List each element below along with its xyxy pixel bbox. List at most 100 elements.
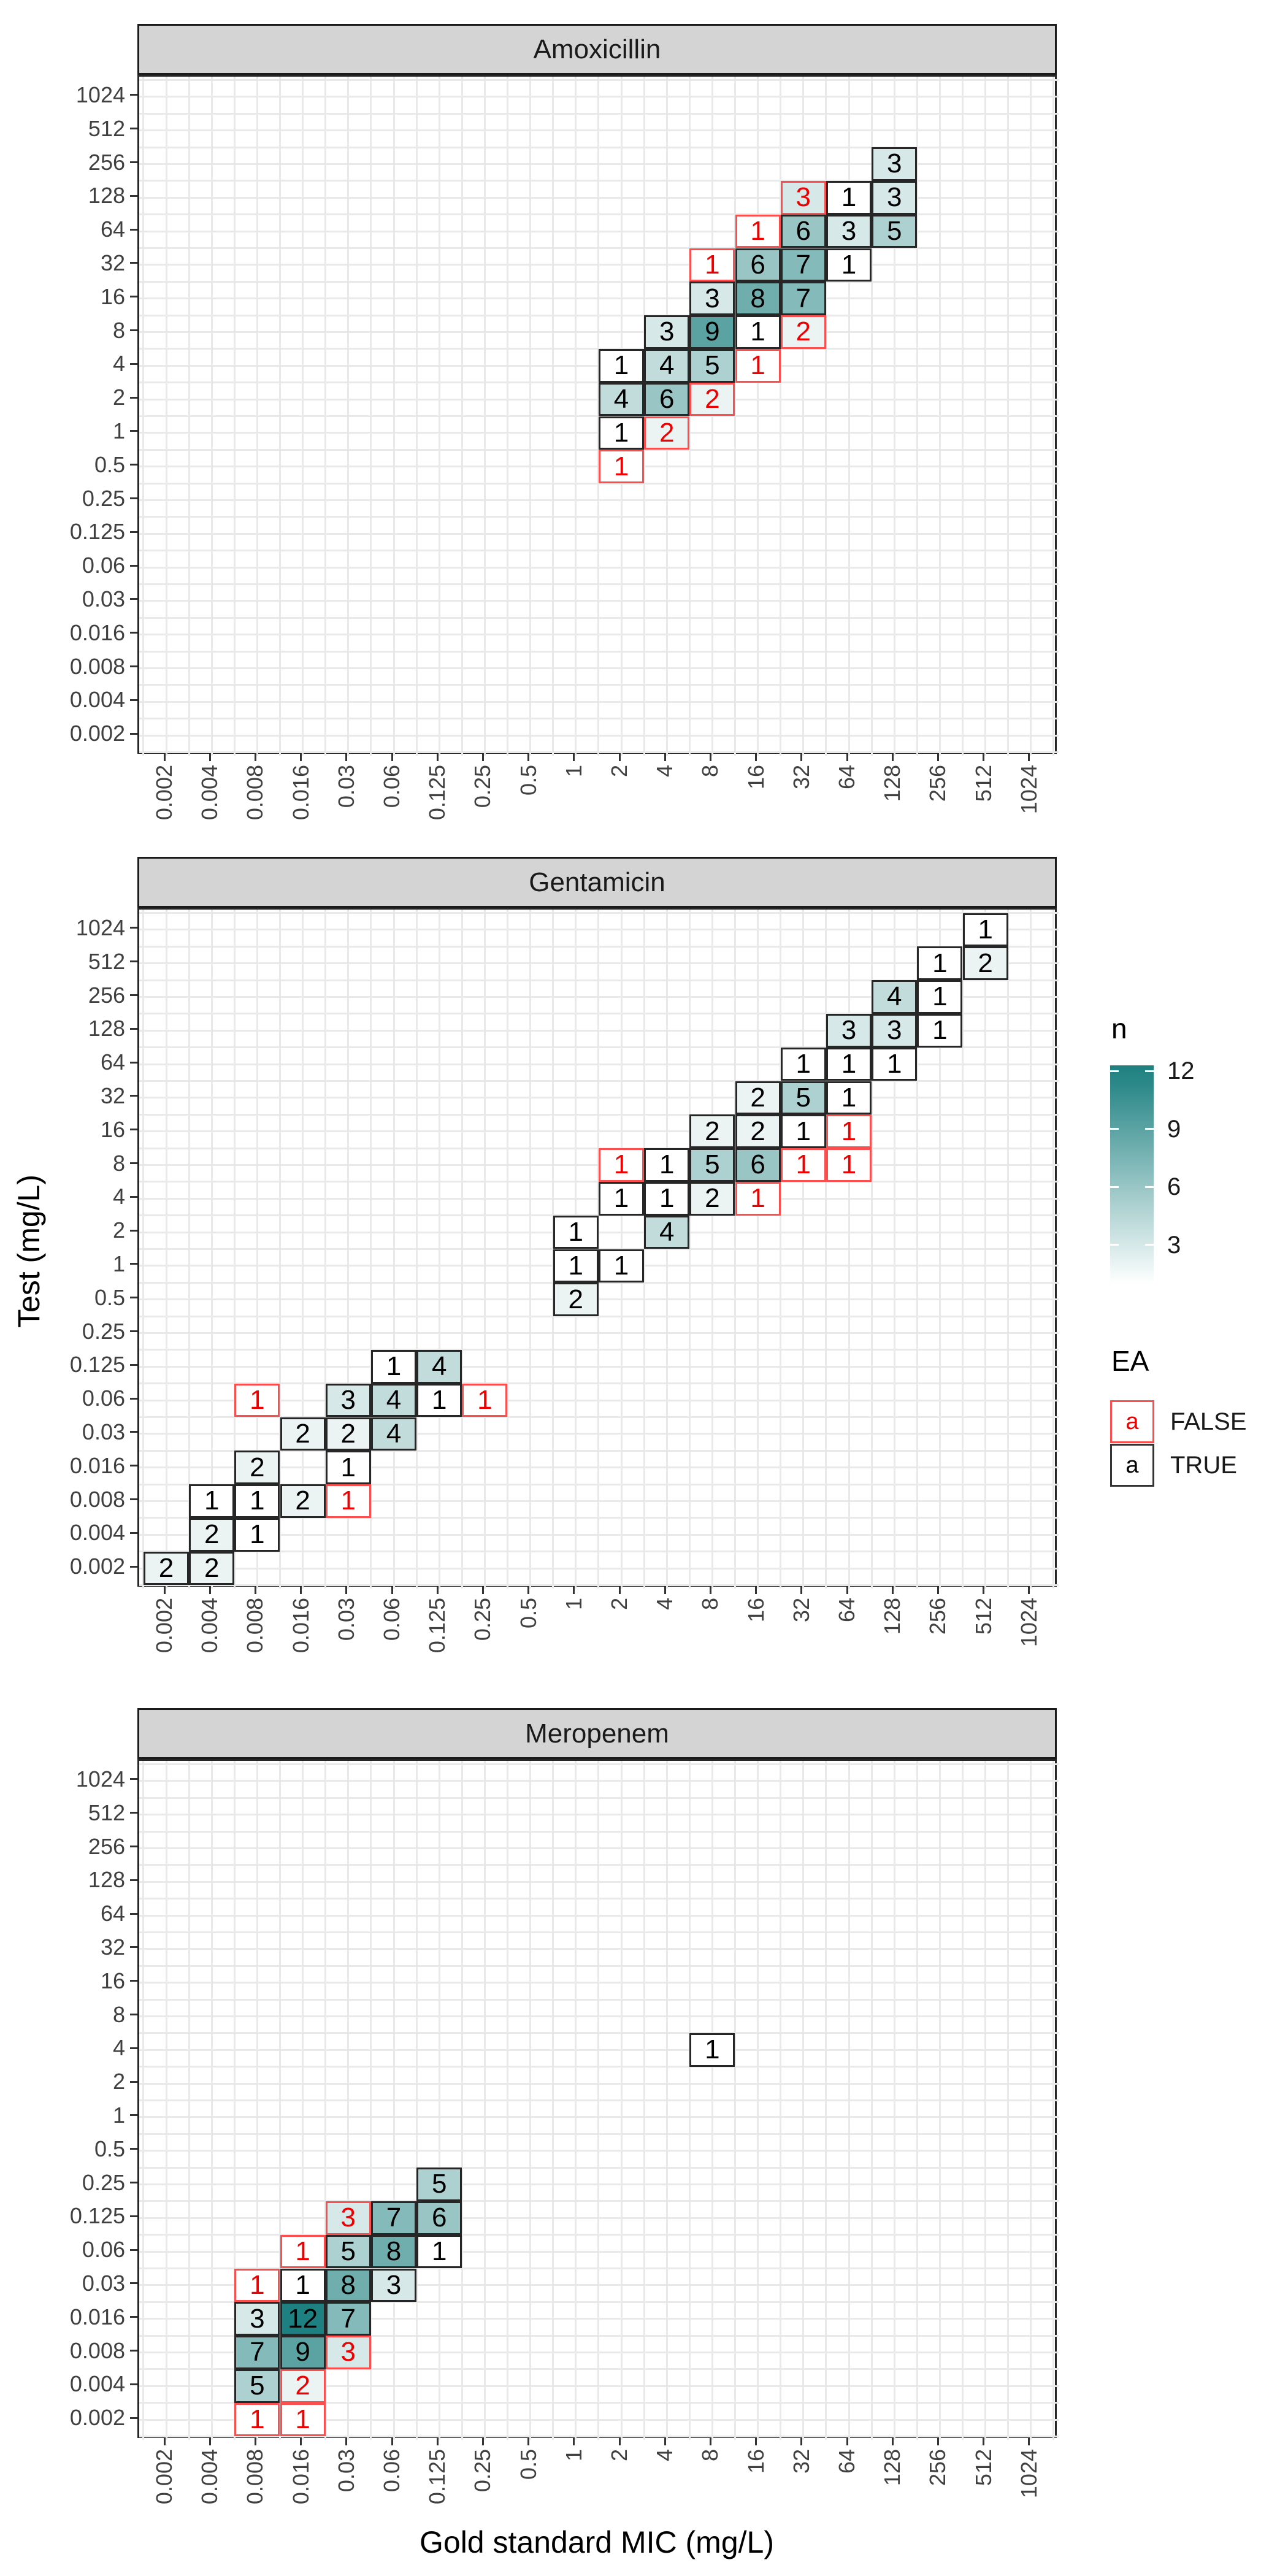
x-tick <box>1028 754 1030 761</box>
x-tick-label: 0.03 <box>333 2449 359 2493</box>
x-tick <box>573 754 575 761</box>
mic-tile: 1 <box>234 2402 280 2437</box>
y-tick <box>130 2215 137 2217</box>
y-tick <box>130 161 137 163</box>
y-tick-label: 256 <box>88 1833 125 1859</box>
y-tick <box>130 960 137 963</box>
x-tick <box>300 754 302 761</box>
colorbar-tick-label: 6 <box>1167 1173 1181 1201</box>
gridline-h <box>139 1349 1059 1351</box>
mic-tile: 7 <box>780 248 826 282</box>
y-tick <box>130 732 137 735</box>
x-tick <box>254 2438 256 2445</box>
mic-tile: 1 <box>189 1484 235 1518</box>
mic-tile: 1 <box>416 2234 462 2269</box>
gridline-h <box>139 1433 1059 1435</box>
y-tick <box>130 497 137 499</box>
mic-tile: 1 <box>735 214 781 248</box>
mic-tile: 6 <box>735 248 781 282</box>
mic-tile: 1 <box>280 2268 326 2302</box>
x-tick <box>891 754 894 761</box>
x-tick-label: 16 <box>743 765 769 790</box>
legend-n-title: n <box>1111 1013 1127 1045</box>
mic-tile: 6 <box>416 2201 462 2235</box>
mic-tile: 1 <box>598 1148 645 1182</box>
x-tick <box>163 2438 166 2445</box>
x-tick <box>618 2438 621 2445</box>
gridline-v <box>938 910 941 1589</box>
y-tick <box>130 1531 137 1534</box>
gridline-h <box>139 2166 1059 2169</box>
gridline-h <box>139 700 1059 703</box>
gridline-v <box>1052 1761 1055 2440</box>
y-tick <box>130 1297 137 1299</box>
gridline-v <box>825 910 827 1589</box>
y-tick-label: 0.004 <box>69 2371 125 2397</box>
gridline-h <box>139 2436 1059 2437</box>
mic-tile: 7 <box>780 282 826 316</box>
gridline-h <box>139 516 1059 518</box>
mic-tile: 5 <box>689 348 735 383</box>
x-tick-label: 0.016 <box>288 765 313 821</box>
y-tick-label: 256 <box>88 149 125 175</box>
x-tick-label: 0.016 <box>288 2449 313 2505</box>
y-tick <box>130 1846 137 1847</box>
x-tick <box>573 1587 575 1594</box>
y-tick-label: 64 <box>100 217 125 242</box>
x-tick-label: 8 <box>697 765 723 778</box>
mic-tile: 9 <box>689 315 735 349</box>
x-tick-label: 32 <box>788 1598 814 1623</box>
y-tick-label: 512 <box>88 115 125 141</box>
x-tick-label: 0.06 <box>379 2449 404 2493</box>
y-tick <box>130 2047 137 2049</box>
y-tick <box>130 1465 137 1467</box>
x-tick-label: 128 <box>880 1598 905 1635</box>
gridline-v <box>962 77 964 756</box>
x-tick-label: 0.002 <box>151 1598 177 1654</box>
mic-tile: 1 <box>826 1114 872 1149</box>
x-tick <box>846 1587 848 1594</box>
mic-tile: 1 <box>416 1383 462 1417</box>
y-tick <box>130 2350 137 2352</box>
gridline-v <box>916 77 918 756</box>
facet-panel: 1 5 3 7 6 1 5 8 1 1 1 8 3 3 12 7 7 9 3 5 2 1 1 <box>137 1759 1059 2440</box>
y-tick <box>130 1263 137 1265</box>
gridline-v <box>711 1761 713 2440</box>
y-tick <box>130 2383 137 2385</box>
mic-tile: 2 <box>280 2369 326 2403</box>
gridline-h <box>139 1517 1059 1519</box>
gridline-v <box>688 910 691 1589</box>
y-tick-label: 0.25 <box>82 1318 125 1344</box>
gridline-h <box>139 550 1059 552</box>
colorbar-tick <box>1145 1128 1154 1130</box>
mic-tile: 1 <box>325 1484 371 1518</box>
y-tick-label: 4 <box>112 2035 125 2061</box>
gridline-h <box>139 566 1059 569</box>
mic-tile: 1 <box>780 1148 826 1182</box>
mic-tile: 1 <box>917 980 963 1014</box>
mic-tile: 5 <box>325 2234 371 2269</box>
y-tick <box>130 1162 137 1164</box>
y-tick <box>130 396 137 399</box>
gridline-v <box>802 77 805 756</box>
y-tick-label: 16 <box>100 1968 125 1993</box>
y-tick-label: 1024 <box>75 914 125 940</box>
x-tick-label: 4 <box>652 765 678 778</box>
gridline-v <box>734 77 736 756</box>
y-tick <box>130 1980 137 1982</box>
mic-tile: 2 <box>735 1114 781 1149</box>
mic-tile: 1 <box>826 1148 872 1182</box>
y-tick <box>130 2417 137 2419</box>
x-tick <box>345 1587 348 1594</box>
x-tick <box>1028 1587 1030 1594</box>
gridline-v <box>780 77 782 756</box>
mic-tile: 1 <box>735 315 781 349</box>
y-tick <box>130 1565 137 1568</box>
y-tick-label: 0.002 <box>69 1554 125 1579</box>
y-tick-label: 0.25 <box>82 2169 125 2195</box>
y-tick <box>130 1027 137 1030</box>
gridline-v <box>757 1761 759 2440</box>
y-tick-label: 1 <box>112 418 125 443</box>
x-tick-label: 2 <box>607 1598 632 1611</box>
mic-tile: 3 <box>325 2201 371 2235</box>
